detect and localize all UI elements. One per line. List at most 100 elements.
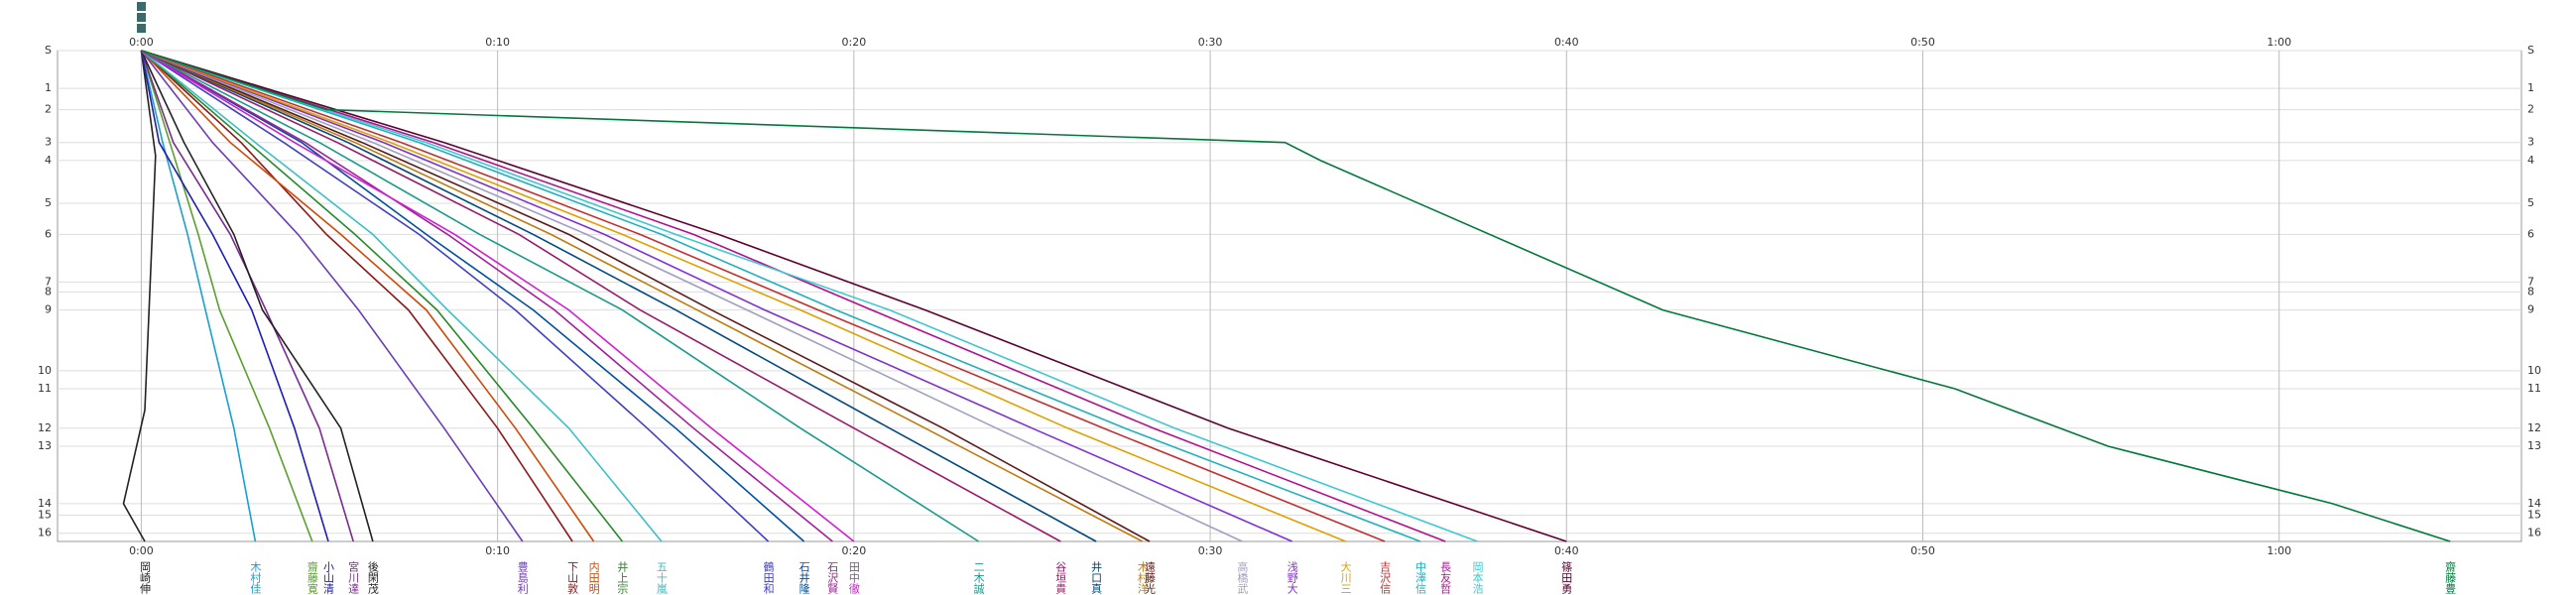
runner-name: 小山清 (322, 561, 335, 595)
series-line (140, 50, 313, 542)
runner-name: 井上宗 (616, 560, 629, 594)
y-tick-label: 11 (38, 382, 52, 395)
series-line (140, 50, 595, 542)
series-line (140, 50, 770, 542)
x-tick-label: 0:40 (1554, 36, 1579, 49)
series-line (141, 50, 1061, 542)
x-tick-label: 1:00 (2267, 544, 2291, 557)
runner-name: 遠藤光 (1144, 561, 1157, 595)
y-tick-label: 4 (2527, 154, 2534, 167)
runner-name: 長友哲 (1439, 561, 1452, 595)
runner-name: 大川三 (1339, 560, 1352, 594)
y-tick-label: 16 (2527, 527, 2541, 539)
x-tick-label: 0:10 (485, 544, 510, 557)
series-line (140, 50, 663, 542)
y-tick-label: 6 (45, 227, 52, 240)
y-tick-label: 15 (38, 509, 52, 522)
runner-name: 内田明 (587, 560, 600, 595)
y-tick-label: 12 (38, 421, 52, 434)
runner-name: 豊島利 (516, 561, 529, 594)
x-tick-label: 0:50 (1910, 36, 1935, 49)
x-tick-label: 0:20 (842, 36, 867, 49)
series-line (141, 50, 980, 542)
y-tick-label: 1 (45, 81, 52, 94)
series-line (141, 50, 833, 542)
series-line (140, 50, 329, 542)
y-tick-label: 4 (45, 154, 52, 167)
runner-name: 吉沢信 (1379, 561, 1392, 595)
runner-name: 谷垣貴 (1054, 561, 1067, 595)
y-tick-label: 7 (45, 275, 52, 288)
runner-name: 岡崎伸 (139, 561, 152, 595)
y-tick-label: 13 (38, 439, 52, 452)
series-line (141, 50, 1144, 542)
x-tick-label: 0:30 (1198, 544, 1223, 557)
x-tick-label: 0:20 (842, 544, 867, 557)
runner-name: 井口真 (1090, 560, 1103, 595)
y-tick-label: 16 (38, 527, 52, 539)
series-line (141, 50, 2451, 542)
y-tick-label: 14 (38, 497, 52, 510)
x-tick-label: 1:00 (2267, 36, 2291, 49)
legend-icon (137, 13, 146, 22)
series-line (122, 50, 157, 542)
y-tick-label: 3 (2527, 136, 2534, 149)
y-tick-label: 14 (2527, 497, 2541, 510)
y-tick-label: 12 (2527, 421, 2541, 434)
runner-name: 齋藤豊 (2444, 560, 2457, 594)
series-line (140, 50, 524, 542)
runner-name: 田中徹 (847, 561, 860, 594)
runner-name: 中澤信 (1414, 561, 1427, 595)
runner-name: 石井隆 (797, 561, 810, 594)
runner-name: 浅野大 (1286, 561, 1298, 594)
series-line (141, 50, 1293, 542)
series-line (141, 50, 1478, 542)
y-tick-label: 5 (2527, 196, 2534, 209)
y-tick-label: 2 (2527, 103, 2534, 116)
x-tick-label: 0:30 (1198, 36, 1223, 49)
y-tick-label: 9 (2527, 303, 2534, 316)
legend-icon (137, 2, 146, 11)
series-line (141, 50, 1151, 542)
legend-icon (137, 24, 146, 33)
y-tick-label: S (45, 44, 52, 57)
runner-name: 五十嵐 (655, 561, 668, 595)
x-tick-label: 0:50 (1910, 544, 1935, 557)
y-tick-label: S (2527, 44, 2534, 57)
y-tick-label: 1 (2527, 81, 2534, 94)
y-tick-label: 5 (45, 196, 52, 209)
y-tick-label: 11 (2527, 382, 2541, 395)
runner-name: 木村洋 (1136, 561, 1149, 594)
y-tick-label: 8 (45, 285, 52, 298)
y-tick-label: 15 (2527, 509, 2541, 522)
series-line (141, 50, 1097, 542)
y-tick-label: 10 (38, 364, 52, 377)
y-tick-label: 7 (2527, 275, 2534, 288)
series-line (140, 50, 855, 542)
runner-name: 下山敦 (566, 561, 579, 595)
x-tick-label: 0:40 (1554, 544, 1579, 557)
series-line (141, 50, 805, 542)
runner-name: 後閑茂 (366, 560, 379, 595)
series-line (140, 50, 374, 542)
x-tick-label: 0:10 (485, 36, 510, 49)
series-line (140, 50, 257, 542)
y-tick-label: 3 (45, 136, 52, 149)
runner-name: 齋藤寛 (306, 560, 318, 594)
runner-name: 二木誠 (972, 561, 985, 595)
series-line (141, 50, 1421, 542)
y-tick-label: 10 (2527, 364, 2541, 377)
series-line (140, 50, 624, 542)
y-tick-label: 6 (2527, 227, 2534, 240)
x-tick-label: 0:00 (129, 36, 154, 49)
runner-name: 木村佳 (249, 561, 262, 594)
runner-name: 鶴田和 (762, 560, 775, 595)
x-tick-label: 0:00 (129, 544, 154, 557)
y-tick-label: 8 (2527, 285, 2534, 298)
runner-name: 高橋武 (1236, 560, 1249, 594)
y-tick-label: 2 (45, 103, 52, 116)
runner-name: 石沢賢 (826, 561, 839, 595)
